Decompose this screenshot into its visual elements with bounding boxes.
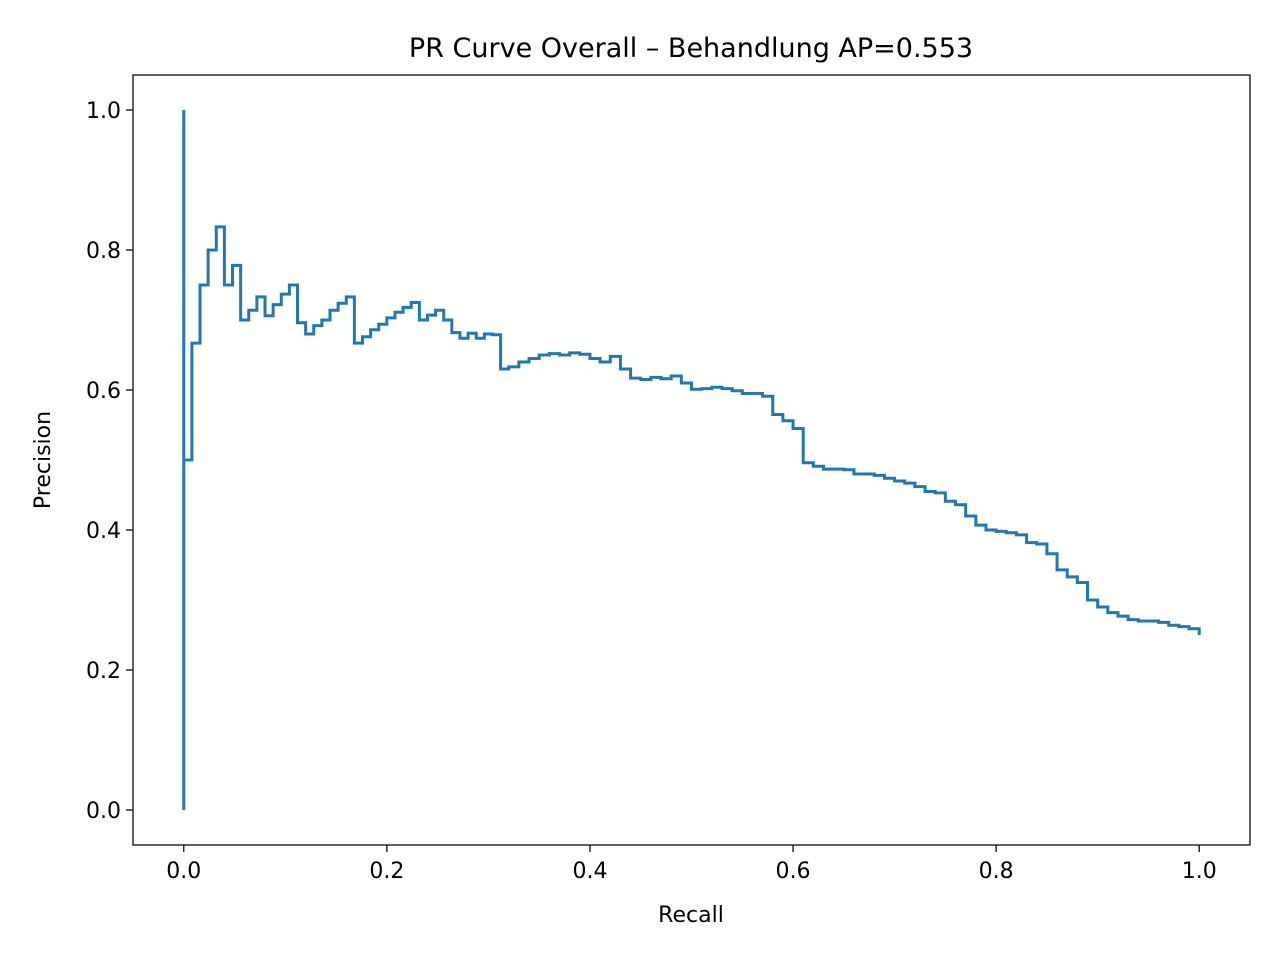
y-axis-ticks: 0.0 0.2 0.4 0.6 0.8 1.0 xyxy=(86,99,133,824)
chart-title: PR Curve Overall – Behandlung AP=0.553 xyxy=(409,33,973,64)
y-tick-label: 0.0 xyxy=(86,799,121,824)
plot-area xyxy=(182,110,1201,810)
x-axis-label: Recall xyxy=(658,903,724,928)
x-tick-label: 0.2 xyxy=(369,859,404,884)
x-axis-ticks: 0.0 0.2 0.4 0.6 0.8 1.0 xyxy=(166,845,1217,884)
x-tick-label: 0.8 xyxy=(979,859,1014,884)
x-tick-label: 0.0 xyxy=(166,859,201,884)
pr-curve-line xyxy=(182,110,1201,810)
y-tick-label: 1.0 xyxy=(86,99,121,124)
x-tick-label: 1.0 xyxy=(1182,859,1217,884)
x-tick-label: 0.4 xyxy=(572,859,607,884)
y-tick-label: 0.8 xyxy=(86,239,121,264)
y-axis-label: Precision xyxy=(31,411,56,509)
y-tick-label: 0.4 xyxy=(86,519,121,544)
y-tick-label: 0.6 xyxy=(86,379,121,404)
y-tick-label: 0.2 xyxy=(86,659,121,684)
axes-frame xyxy=(132,74,1251,846)
x-tick-label: 0.6 xyxy=(776,859,811,884)
